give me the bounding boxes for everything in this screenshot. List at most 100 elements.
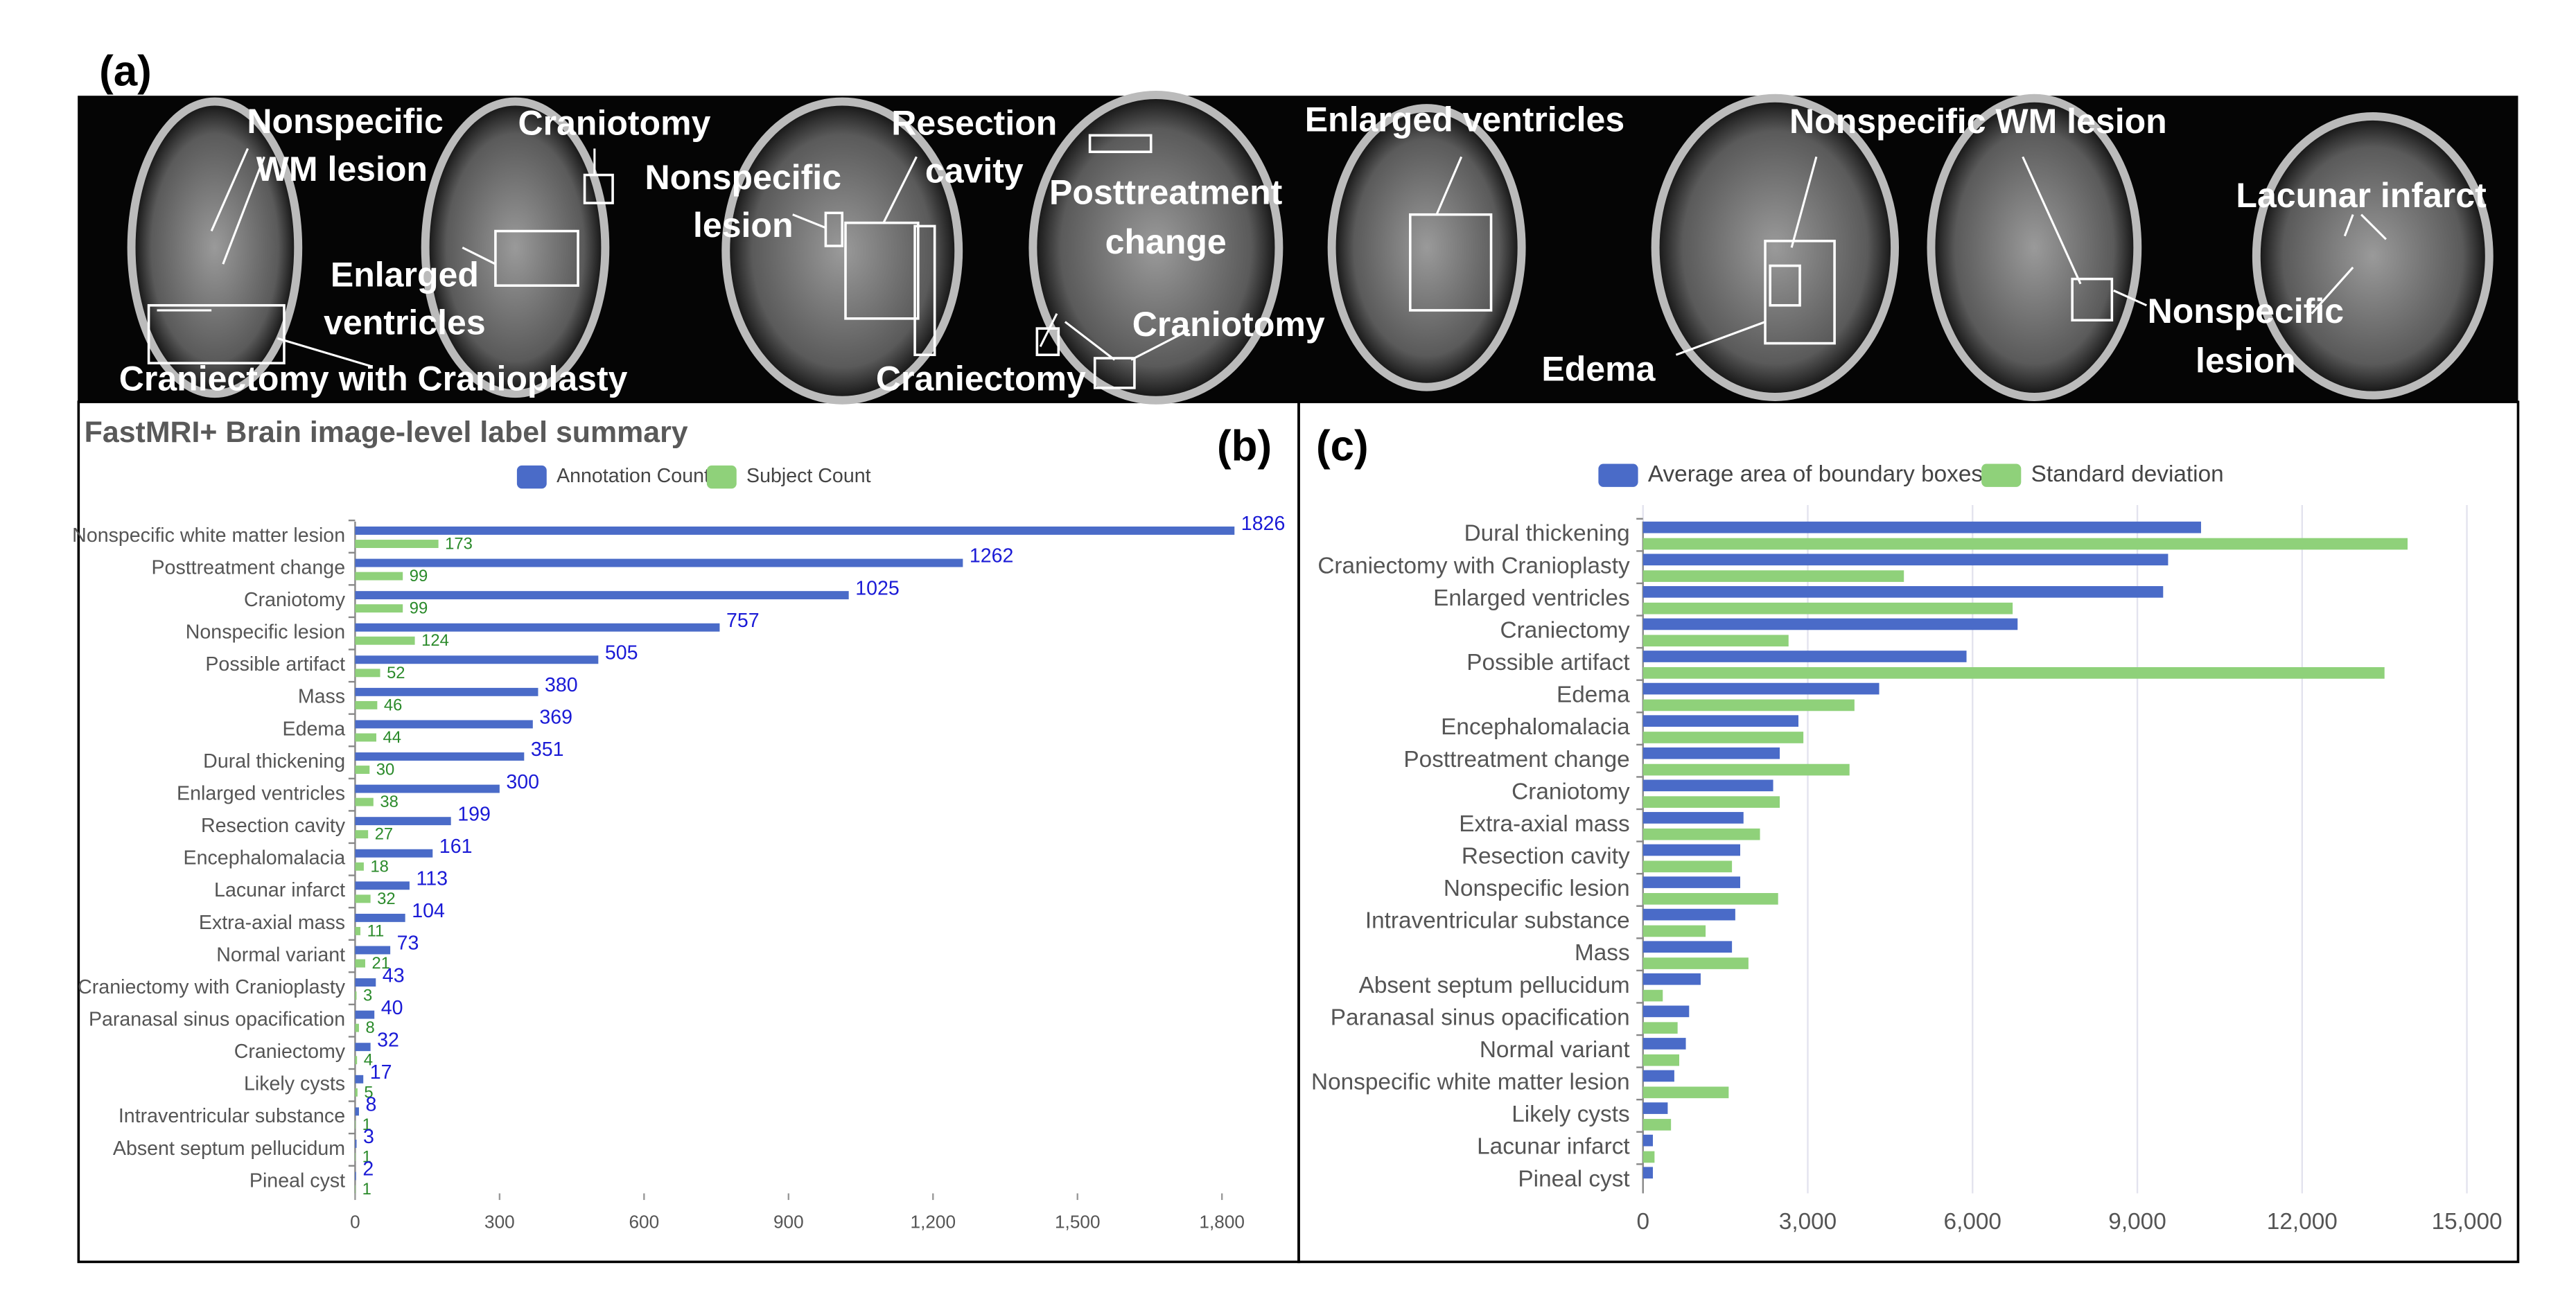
x-tick-label: 600 bbox=[629, 1211, 659, 1232]
y-tick-label: Paranasal sinus opacification bbox=[89, 1009, 345, 1031]
legend-swatch bbox=[706, 465, 737, 489]
data-label: 4 bbox=[364, 1051, 373, 1070]
y-tick-label: Absent septum pellucidum bbox=[1359, 973, 1630, 998]
data-label: 757 bbox=[726, 610, 760, 632]
panel-label: (c) bbox=[1316, 422, 1369, 470]
annotation-box bbox=[147, 303, 286, 364]
bar bbox=[355, 752, 525, 761]
data-label: 32 bbox=[377, 1029, 399, 1051]
annotation-box bbox=[494, 229, 579, 287]
brain-image bbox=[135, 105, 295, 390]
bar bbox=[1642, 1070, 1674, 1082]
data-label: 27 bbox=[375, 825, 394, 844]
leader-line bbox=[2022, 156, 2082, 285]
leader-line bbox=[2360, 213, 2387, 240]
annotation-label: change bbox=[1105, 222, 1227, 261]
y-tick-label: Dural thickening bbox=[1464, 521, 1630, 547]
data-label: 1 bbox=[362, 1180, 371, 1199]
bar bbox=[355, 1153, 356, 1161]
annotation-box bbox=[1769, 264, 1801, 307]
leader-line bbox=[462, 246, 496, 265]
bar bbox=[355, 894, 371, 903]
x-tick-label: 15,000 bbox=[2432, 1209, 2503, 1235]
bar bbox=[355, 797, 374, 806]
x-tick-label: 3,000 bbox=[1779, 1209, 1837, 1235]
y-tick-label: Lacunar infarct bbox=[1477, 1134, 1630, 1160]
data-label: 380 bbox=[545, 674, 578, 696]
y-tick-label: Nonspecific white matter lesion bbox=[1311, 1070, 1630, 1095]
annotation-box bbox=[844, 221, 920, 320]
bar bbox=[355, 669, 380, 678]
bar bbox=[1642, 860, 1733, 873]
data-label: 1025 bbox=[855, 577, 900, 599]
bar bbox=[355, 1088, 358, 1097]
data-label: 113 bbox=[416, 868, 448, 890]
y-tick-label: Pineal cyst bbox=[1518, 1166, 1630, 1192]
bar bbox=[1642, 812, 1744, 824]
bar bbox=[1642, 635, 1789, 647]
leader-line bbox=[882, 156, 918, 224]
legend-label: Subject Count bbox=[746, 465, 871, 487]
bar bbox=[355, 687, 538, 696]
annotation-label: Lacunar infarct bbox=[2236, 176, 2487, 215]
y-tick-label: Possible artifact bbox=[1466, 650, 1630, 675]
data-label: 300 bbox=[506, 771, 539, 793]
bar bbox=[1642, 666, 2385, 679]
data-label: 173 bbox=[445, 535, 473, 554]
bar bbox=[1642, 925, 1706, 937]
bar bbox=[1642, 763, 1850, 776]
y-tick-label: Craniectomy bbox=[1500, 617, 1630, 643]
bar bbox=[355, 623, 720, 632]
bar bbox=[1642, 1086, 1729, 1099]
y-tick-label: Possible artifact bbox=[205, 653, 345, 675]
bar bbox=[355, 946, 391, 955]
panel-label: (a) bbox=[99, 48, 152, 96]
brain-image bbox=[1335, 112, 1518, 383]
y-tick-label: Absent septum pellucidum bbox=[113, 1138, 345, 1160]
bar bbox=[1642, 586, 2164, 598]
annotation-box bbox=[1409, 213, 1493, 312]
y-tick-label: Craniotomy bbox=[244, 589, 346, 611]
bar bbox=[355, 1075, 364, 1084]
bar bbox=[355, 830, 369, 839]
leader-line bbox=[1039, 312, 1058, 348]
data-label: 73 bbox=[397, 933, 419, 955]
y-tick-label: Extra-axial mass bbox=[1459, 811, 1629, 837]
annotation-label: Craniectomy bbox=[876, 360, 1086, 398]
x-tick-label: 0 bbox=[350, 1211, 360, 1232]
bar bbox=[1642, 1134, 1653, 1147]
legend-label: Annotation Count bbox=[557, 465, 710, 487]
leader-line bbox=[2113, 289, 2148, 307]
annotation-label: Enlarged bbox=[331, 255, 479, 294]
leader-line bbox=[1064, 321, 1116, 361]
data-label: 8 bbox=[365, 1018, 374, 1037]
annotation-label: ventricles bbox=[324, 303, 486, 342]
bar bbox=[355, 913, 405, 922]
y-tick-label: Craniectomy with Cranioplasty bbox=[78, 976, 346, 998]
bar bbox=[355, 766, 370, 775]
y-tick-label: Intraventricular substance bbox=[1365, 908, 1630, 934]
legend-swatch bbox=[516, 465, 547, 489]
annotation-label: Nonspecific bbox=[2148, 292, 2345, 330]
y-tick-label: Craniectomy bbox=[234, 1041, 346, 1063]
bar bbox=[355, 991, 357, 1000]
bar bbox=[355, 527, 1235, 535]
bar bbox=[1642, 602, 2013, 615]
bar bbox=[1642, 1151, 1655, 1163]
bar bbox=[355, 1043, 371, 1052]
y-tick-label: Posttreatment change bbox=[1403, 747, 1629, 772]
leader-line bbox=[210, 148, 249, 232]
y-tick-label: Nonspecific lesion bbox=[1444, 876, 1630, 901]
annotation-label: Craniectomy with Cranioplasty bbox=[119, 360, 628, 398]
bar bbox=[1642, 796, 1780, 808]
y-tick-label: Encephalomalacia bbox=[184, 847, 346, 869]
bar bbox=[1642, 941, 1733, 953]
bar bbox=[1642, 747, 1780, 759]
data-label: 17 bbox=[370, 1061, 392, 1084]
bar bbox=[355, 720, 533, 729]
annotation-label: Edema bbox=[1541, 349, 1656, 388]
brain-image bbox=[2260, 120, 2485, 391]
brain-image bbox=[429, 105, 602, 390]
data-label: 40 bbox=[381, 997, 403, 1019]
